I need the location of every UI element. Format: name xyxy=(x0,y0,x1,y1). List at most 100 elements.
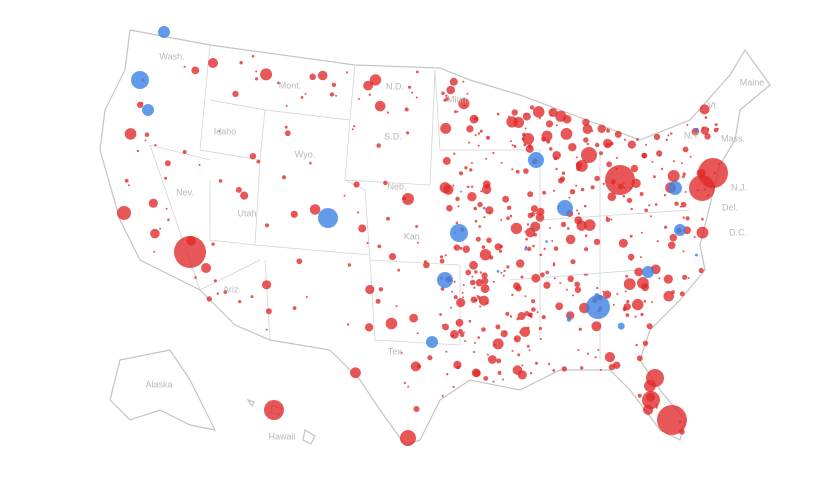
county-bubble xyxy=(451,290,454,293)
county-bubble xyxy=(603,290,612,299)
county-bubble xyxy=(453,295,458,300)
county-bubble xyxy=(640,231,643,234)
county-bubble xyxy=(345,71,348,74)
county-bubble xyxy=(651,160,654,163)
county-bubble xyxy=(606,128,609,131)
county-bubble xyxy=(494,243,502,251)
county-bubble xyxy=(574,281,581,288)
county-bubble xyxy=(439,258,445,264)
county-bubble xyxy=(182,150,187,154)
city-bubble xyxy=(668,181,682,195)
county-bubble xyxy=(331,82,337,88)
state-label: Vt. xyxy=(707,100,718,110)
county-bubble xyxy=(505,311,510,316)
county-bubble xyxy=(545,270,549,275)
county-bubble xyxy=(599,151,603,156)
county-bubble xyxy=(679,291,685,297)
county-bubble xyxy=(164,176,168,180)
county-bubble xyxy=(532,227,535,230)
county-bubble xyxy=(561,366,567,372)
county-bubble xyxy=(255,70,258,73)
county-bubble xyxy=(410,361,421,372)
county-bubble xyxy=(538,117,541,120)
county-bubble xyxy=(483,216,486,219)
county-bubble xyxy=(240,191,249,200)
county-bubble xyxy=(594,175,600,182)
county-bubble xyxy=(216,292,219,295)
county-bubble xyxy=(524,295,527,298)
county-bubble xyxy=(458,98,470,110)
county-bubble xyxy=(560,127,573,140)
county-bubble xyxy=(213,279,217,283)
county-bubble xyxy=(445,97,450,101)
county-bubble xyxy=(317,70,328,81)
county-bubble xyxy=(582,118,590,127)
county-bubble xyxy=(587,352,590,355)
state-label: Idaho xyxy=(214,126,237,136)
county-bubble xyxy=(492,280,495,283)
county-bubble xyxy=(469,168,473,172)
county-bubble xyxy=(439,182,451,194)
county-bubble xyxy=(492,338,504,350)
county-bubble xyxy=(535,213,545,222)
county-bubble xyxy=(574,286,582,294)
county-bubble xyxy=(682,216,685,219)
county-bubble xyxy=(497,370,502,375)
county-bubble xyxy=(515,169,520,174)
county-bubble xyxy=(335,94,338,97)
county-bubble xyxy=(532,244,535,248)
county-bubble xyxy=(450,330,459,339)
county-bubble xyxy=(549,147,553,151)
city-bubble xyxy=(208,58,218,68)
county-bubble xyxy=(643,299,647,303)
county-bubble xyxy=(164,160,171,167)
county-bubble xyxy=(689,155,692,158)
county-bubble xyxy=(602,182,605,185)
county-bubble xyxy=(496,358,502,364)
county-bubble xyxy=(599,369,602,371)
county-bubbles xyxy=(117,26,728,446)
county-bubble xyxy=(522,112,531,121)
county-bubble xyxy=(519,326,531,337)
county-bubble xyxy=(583,204,587,208)
state-label: Maine xyxy=(740,77,765,87)
county-bubble xyxy=(466,185,470,189)
county-bubble xyxy=(682,274,688,280)
county-bubble xyxy=(468,319,472,323)
county-bubble xyxy=(400,351,403,354)
county-bubble xyxy=(136,101,144,109)
city-bubble xyxy=(557,200,573,216)
county-bubble xyxy=(471,162,473,164)
county-bubble xyxy=(450,306,452,309)
county-bubble xyxy=(128,184,130,187)
county-bubble xyxy=(506,216,510,220)
county-bubble xyxy=(551,240,554,242)
county-bubble xyxy=(409,313,418,323)
county-bubble xyxy=(538,326,543,331)
county-bubble xyxy=(625,313,630,317)
county-bubble xyxy=(488,211,491,214)
county-bubble xyxy=(154,144,157,147)
county-bubble xyxy=(499,249,503,253)
county-bubble xyxy=(440,287,445,291)
county-bubble xyxy=(473,206,478,211)
county-bubble xyxy=(383,180,388,186)
county-bubble xyxy=(482,206,486,210)
county-bubble xyxy=(284,130,291,137)
county-bubble xyxy=(716,127,719,130)
county-bubble xyxy=(440,122,452,134)
city-bubble xyxy=(174,236,206,268)
county-bubble xyxy=(329,92,335,97)
county-bubble xyxy=(663,274,673,284)
city-bubble xyxy=(201,263,211,273)
county-bubble xyxy=(536,311,539,314)
county-bubble xyxy=(636,355,643,362)
county-bubble xyxy=(343,194,346,197)
county-bubble xyxy=(696,226,709,239)
county-bubble xyxy=(474,219,478,223)
county-bubble xyxy=(584,247,589,252)
county-bubble xyxy=(235,186,242,193)
county-bubble xyxy=(474,116,479,122)
county-bubble xyxy=(449,77,458,86)
county-bubble xyxy=(576,209,579,212)
